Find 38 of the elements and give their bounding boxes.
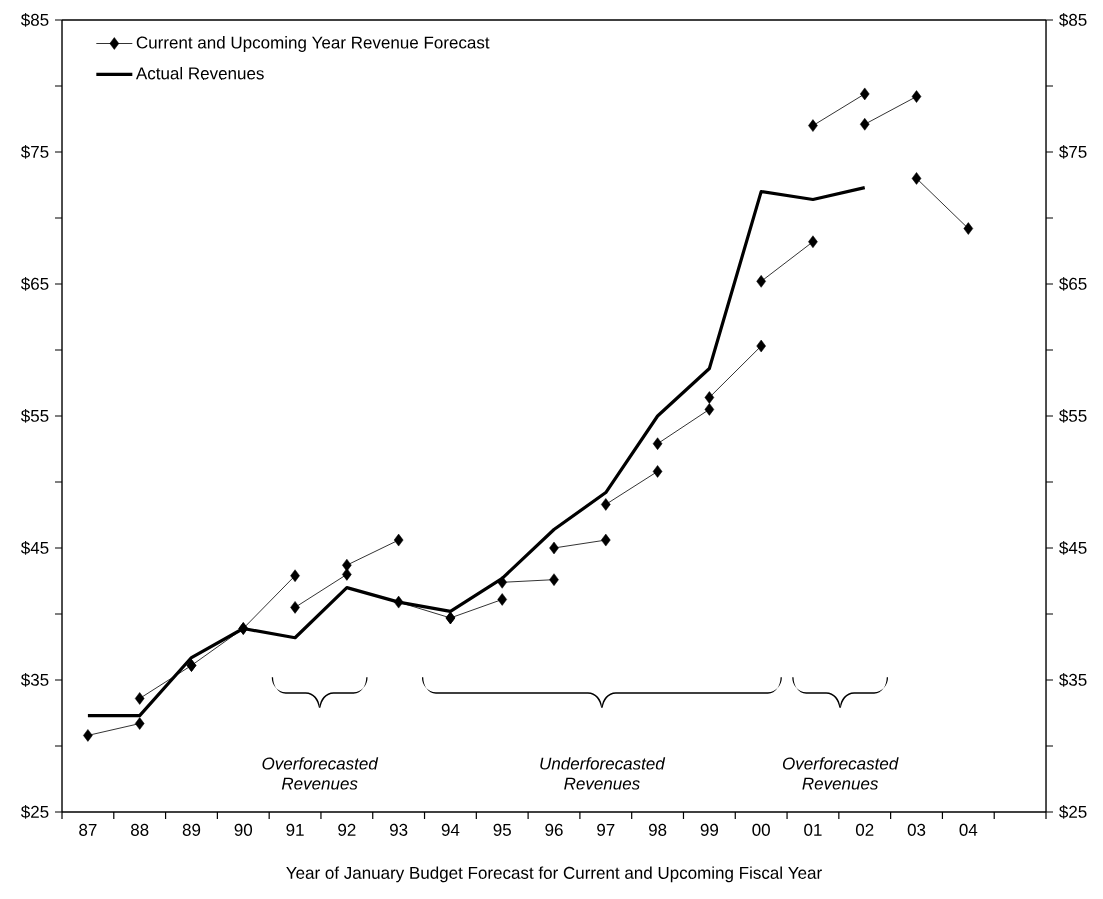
x-tick-label: 00: [752, 823, 770, 836]
y-tick-label: $75: [20, 145, 49, 159]
y-tick-label: $25: [20, 805, 49, 819]
x-tick-label: 04: [959, 823, 978, 836]
x-tick-label: 91: [286, 823, 304, 836]
y-tick-label: $45: [20, 541, 49, 555]
x-tick-label: 94: [441, 823, 460, 836]
x-tick-label: 88: [130, 823, 149, 836]
y2-tick-label: $65: [1059, 277, 1087, 291]
y2-tick-label: $85: [1059, 13, 1087, 27]
x-tick-label: 87: [79, 823, 97, 836]
y2-tick-label: $55: [1059, 409, 1087, 423]
x-tick-label: 98: [648, 823, 667, 836]
x-tick-label: 02: [855, 823, 874, 836]
y2-tick-label: $25: [1059, 805, 1087, 819]
x-tick-label: 90: [234, 823, 253, 836]
annotation: Overforecasted Revenues: [782, 757, 899, 790]
x-tick-label: 92: [338, 823, 356, 836]
x-axis-title: Year of January Budget Forecast for Current and Upcoming Fiscal Year: [286, 866, 822, 883]
x-tick-label: 01: [804, 823, 822, 836]
y-tick-label: $55: [20, 409, 49, 423]
y2-tick-label: $35: [1059, 673, 1087, 687]
annotation: Underforecasted Revenues: [540, 757, 666, 790]
annotation: Overforecasted Revenues: [262, 757, 379, 790]
y2-tick-label: $75: [1059, 145, 1087, 159]
y-tick-label: $35: [20, 673, 49, 687]
y-tick-label: $85: [20, 13, 49, 27]
x-tick-label: 99: [700, 823, 719, 836]
x-tick-label: 95: [493, 823, 511, 836]
x-tick-label: 89: [182, 823, 201, 836]
x-tick-label: 93: [389, 823, 408, 836]
y-tick-label: $65: [20, 277, 49, 291]
x-tick-label: 96: [545, 823, 563, 836]
y2-tick-label: $45: [1059, 541, 1087, 555]
x-tick-label: 03: [907, 823, 926, 836]
legend-label: Actual Revenues: [135, 66, 264, 80]
legend-label: Current and Upcoming Year Revenue Forecast: [136, 36, 490, 52]
x-tick-label: 97: [597, 823, 615, 836]
